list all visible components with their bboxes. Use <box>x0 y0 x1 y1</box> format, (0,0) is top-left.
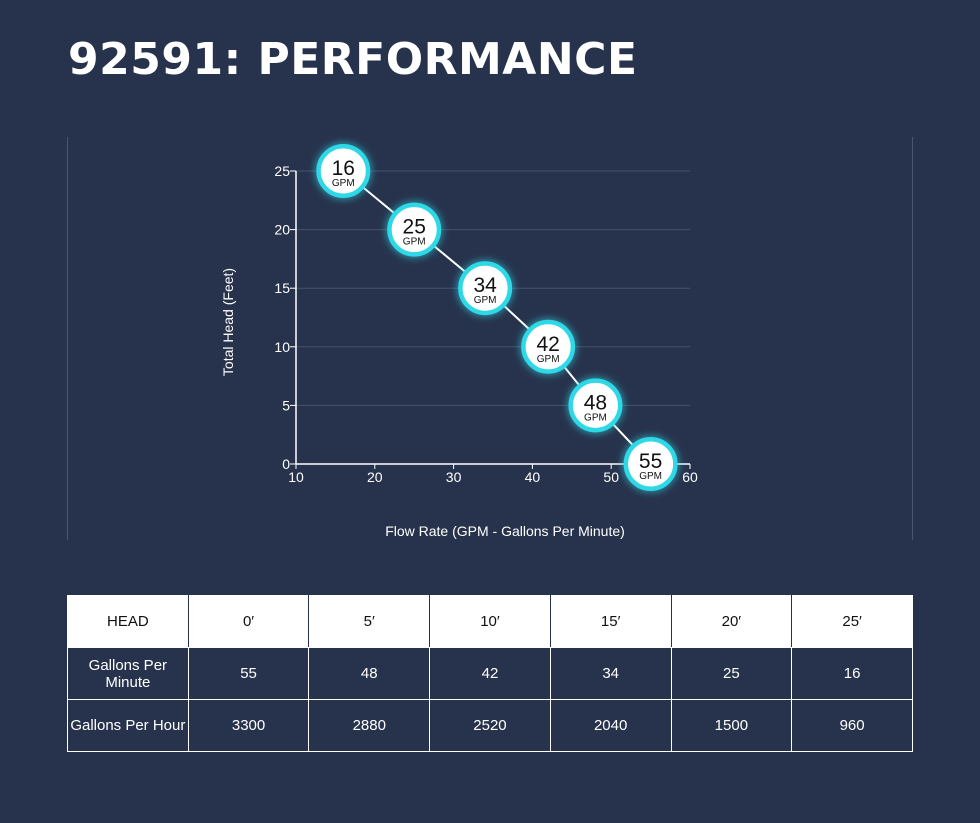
y-tick-label: 25 <box>274 163 290 179</box>
point-value-label: 34 <box>473 274 497 297</box>
point-circle <box>388 204 440 256</box>
x-tick-label: 60 <box>682 469 698 485</box>
y-tick-label: 15 <box>274 280 290 296</box>
right-divider <box>912 137 913 540</box>
table-cell: 16 <box>791 647 913 700</box>
header-cell: 15′ <box>549 595 672 648</box>
point-unit-label: GPM <box>403 237 426 248</box>
header-cell: 20′ <box>670 595 793 648</box>
performance-table: HEAD 0′ 5′ 10′ 15′ 20′ 25′ Gallons Per M… <box>67 595 913 752</box>
page-title: 92591: PERFORMANCE <box>68 34 638 85</box>
point-value-label: 16 <box>332 157 355 180</box>
table-cell: 34 <box>549 647 672 700</box>
point-value-label: 42 <box>536 333 559 356</box>
y-tick-label: 20 <box>274 222 290 238</box>
y-tick-label: 0 <box>282 456 290 472</box>
point-unit-label: GPM <box>332 178 355 189</box>
row-label: Gallons Per Hour <box>67 699 189 752</box>
table-cell: 42 <box>429 647 551 700</box>
table-row: Gallons Per Hour 3300 2880 2520 2040 150… <box>67 699 913 752</box>
point-unit-label: GPM <box>639 471 662 482</box>
table-cell: 2880 <box>308 699 431 752</box>
point-value-label: 25 <box>403 216 426 239</box>
y-tick-label: 5 <box>282 397 290 413</box>
header-cell: 10′ <box>429 595 551 648</box>
point-circle <box>569 379 621 431</box>
y-axis-label: Total Head (Feet) <box>220 267 236 377</box>
table-cell: 1500 <box>670 699 793 752</box>
x-tick-label: 20 <box>367 469 383 485</box>
table-row: Gallons Per Minute 55 48 42 34 25 16 <box>67 647 913 700</box>
header-cell: HEAD <box>67 595 189 648</box>
x-tick-label: 40 <box>525 469 541 485</box>
point-unit-label: GPM <box>474 295 497 306</box>
table-cell: 2040 <box>549 699 672 752</box>
x-tick-label: 50 <box>603 469 619 485</box>
table-header-row: HEAD 0′ 5′ 10′ 15′ 20′ 25′ <box>67 595 913 648</box>
x-tick-label: 30 <box>446 469 462 485</box>
table-cell: 960 <box>791 699 913 752</box>
x-axis-label: Flow Rate (GPM - Gallons Per Minute) <box>385 523 625 539</box>
row-label: Gallons Per Minute <box>67 647 189 700</box>
table-cell: 25 <box>670 647 793 700</box>
point-unit-label: GPM <box>584 412 607 423</box>
header-cell: 0′ <box>187 595 310 648</box>
header-cell: 25′ <box>791 595 913 648</box>
point-value-label: 55 <box>639 450 662 473</box>
point-circle <box>625 438 677 490</box>
left-divider <box>67 137 68 540</box>
table-cell: 2520 <box>429 699 551 752</box>
table-cell: 48 <box>308 647 431 700</box>
x-tick-label: 10 <box>288 469 304 485</box>
header-cell: 5′ <box>308 595 431 648</box>
table-cell: 3300 <box>187 699 310 752</box>
point-circle <box>459 262 511 314</box>
point-circle <box>522 321 574 373</box>
y-tick-label: 10 <box>274 339 290 355</box>
point-circle <box>317 145 369 197</box>
point-value-label: 48 <box>584 391 607 414</box>
table-cell: 55 <box>187 647 310 700</box>
point-unit-label: GPM <box>537 354 560 365</box>
